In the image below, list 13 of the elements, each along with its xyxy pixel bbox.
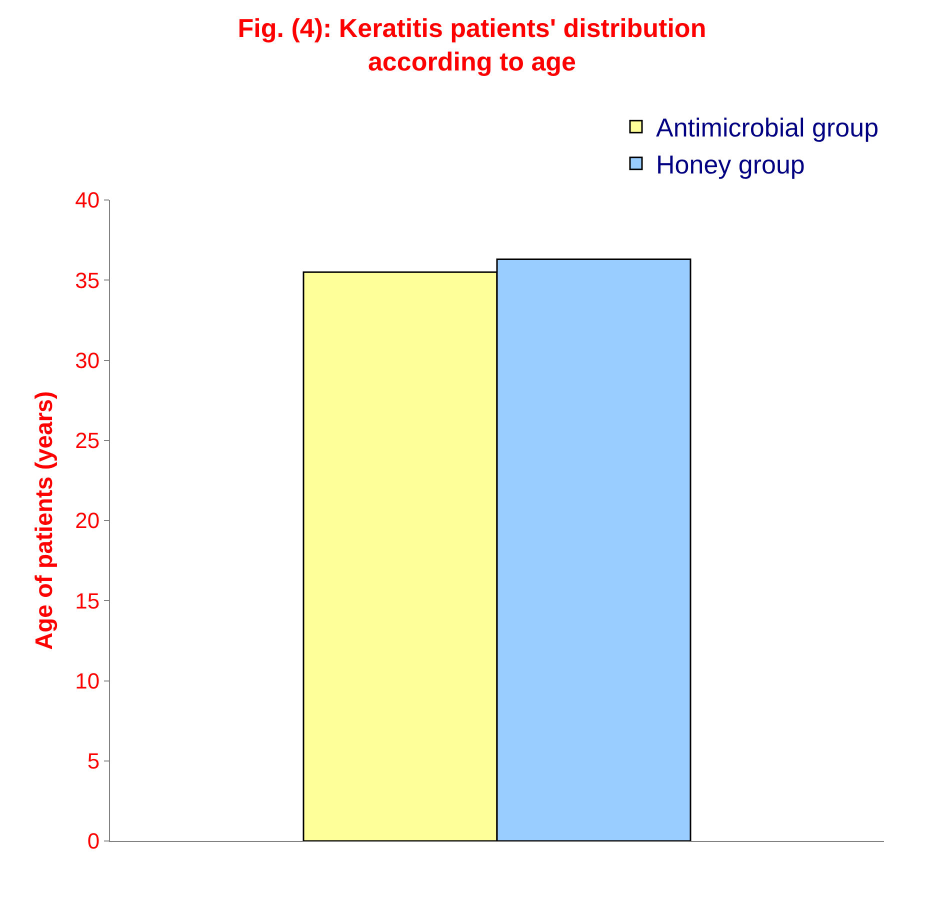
y-tick-label: 20 (75, 508, 100, 534)
y-tick-label: 10 (75, 668, 100, 694)
y-tick-label: 40 (75, 188, 100, 213)
y-tick-label: 15 (75, 588, 100, 614)
y-axis-title: Age of patients (years) (31, 391, 58, 650)
legend-label: Antimicrobial group (656, 112, 879, 143)
y-tick-label: 0 (87, 828, 100, 854)
y-tick-label: 25 (75, 428, 100, 454)
y-tick-label: 5 (87, 748, 100, 774)
y-tick-label: 30 (75, 348, 100, 373)
chart-title: Fig. (4): Keratitis patients' distribution according to age (238, 12, 706, 77)
legend-label: Honey group (656, 150, 805, 180)
y-tick-label: 35 (75, 268, 100, 293)
